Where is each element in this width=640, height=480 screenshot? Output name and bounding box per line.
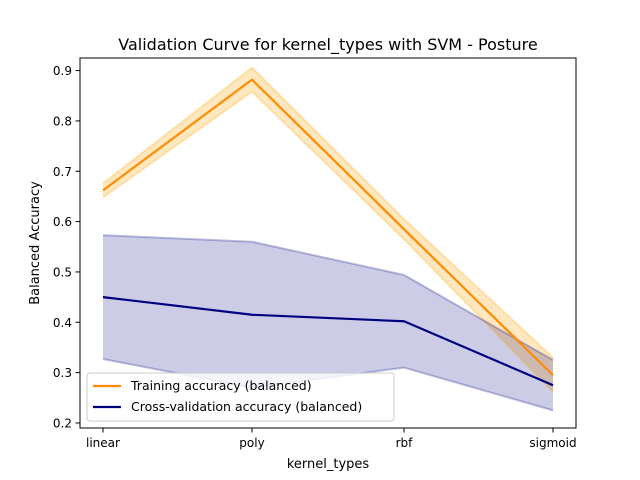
legend-box [86,372,395,422]
x-tick-label-rbf: rbf [396,436,414,450]
y-axis-label: Balanced Accuracy [28,181,43,305]
training-accuracy-balanced-line [102,78,554,376]
legend-label-training: Training accuracy (balanced) [130,378,312,393]
x-axis-ticks: linear poly rbf sigmoid [86,428,577,450]
x-tick-label-linear: linear [86,436,120,450]
y-tick-label-6: 0.8 [53,114,72,128]
y-tick-label-3: 0.5 [53,265,72,279]
legend-label-cross-validation: Cross-validation accuracy (balanced) [131,399,362,414]
series-lines [102,78,554,387]
y-tick-label-4: 0.6 [53,215,72,229]
cross-validation-accuracy-balanced-line [102,296,554,387]
training-accuracy-balanced-band-upper-edge [102,66,554,359]
training-accuracy-balanced-band-lower-edge [102,90,554,393]
confidence-bands [103,67,553,411]
y-tick-label-2: 0.4 [53,316,72,330]
y-tick-label-5: 0.7 [53,165,72,179]
y-axis-ticks: 0.2 0.3 0.4 0.5 0.6 0.7 0.8 0.9 [53,64,80,430]
y-tick-label-0: 0.2 [53,416,72,430]
cross-validation-accuracy-balanced-band-upper-edge [102,234,554,361]
y-tick-label-1: 0.3 [53,366,72,380]
x-axis-label: kernel_types [287,457,370,472]
legend: Training accuracy (balanced) Cross-valid… [86,372,395,422]
cross-validation-accuracy-balanced-band [103,235,553,411]
chart-title: Validation Curve for kernel_types with S… [118,35,537,55]
plot-area-frame [79,57,577,429]
x-tick-label-sigmoid: sigmoid [529,436,576,450]
y-tick-label-7: 0.9 [53,64,72,78]
x-tick-label-poly: poly [239,436,264,450]
